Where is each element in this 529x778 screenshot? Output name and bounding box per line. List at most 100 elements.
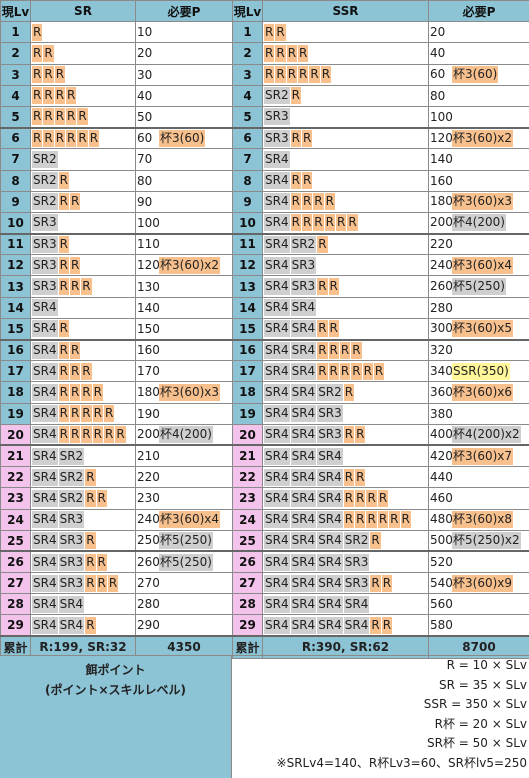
points-cell-right: 460 bbox=[428, 487, 529, 510]
total-left-sum: R:199, SR:32 bbox=[30, 635, 136, 659]
skill-token: R bbox=[69, 426, 81, 444]
points-value: 250 bbox=[137, 533, 160, 548]
footer-formulas: R = 10 × SLv SR = 35 × SLv SSR = 350 × S… bbox=[232, 656, 529, 778]
level-cell-left: 24 bbox=[0, 508, 31, 531]
skill-token: R bbox=[343, 511, 355, 529]
skill-token: SR4 bbox=[264, 532, 290, 550]
skill-token: SR4 bbox=[264, 553, 290, 571]
skill-token: R bbox=[366, 511, 377, 529]
skill-token: R bbox=[355, 426, 366, 444]
table-row: 20 SR4 R R R R R R 200杯4(200) 20 SR4 SR4 SR3 R R 400杯4(… bbox=[0, 423, 529, 446]
level-cell-left: 5 bbox=[0, 105, 31, 129]
level-cell-left: 26 bbox=[0, 550, 31, 574]
skill-token: SR4 bbox=[290, 511, 317, 529]
level-cell-right: 10 bbox=[232, 211, 263, 235]
cup-badge: 杯4(200) bbox=[159, 426, 213, 444]
level-cell-left: 17 bbox=[0, 360, 31, 383]
skill-token: R bbox=[301, 129, 313, 147]
skill-token: SR2 bbox=[32, 150, 58, 168]
level-cell-left: 23 bbox=[0, 487, 31, 510]
skill-token: R bbox=[377, 489, 389, 507]
total-right-sum: R:390, SR:62 bbox=[262, 635, 429, 659]
skill-tokens-right: SR4 SR4 SR4 R R R R bbox=[262, 487, 429, 510]
skill-tokens-right: SR3 R R bbox=[262, 126, 429, 150]
skill-token: R bbox=[400, 511, 411, 529]
skill-tokens-right: SR4 SR4 SR4 R R bbox=[262, 466, 429, 489]
table-row: 9 SR2 R R 90 9 SR4 R R R R 180杯3(60)x3 bbox=[0, 190, 529, 213]
skill-token: SR4 bbox=[264, 511, 290, 529]
points-cell-right: 420杯3(60)x7 bbox=[428, 444, 529, 468]
skill-token: R bbox=[32, 23, 43, 41]
skill-token: SR4 bbox=[264, 383, 290, 401]
points-value: 320 bbox=[430, 343, 453, 358]
points-value: 460 bbox=[430, 491, 453, 506]
skill-tokens-left: SR4 R R R R R R bbox=[30, 423, 136, 446]
points-cell-left: 50 bbox=[135, 105, 233, 129]
points-cell-right: 140 bbox=[428, 148, 529, 171]
points-cell-left: 140 bbox=[135, 296, 233, 319]
skill-token: R bbox=[58, 320, 69, 338]
skill-token: R bbox=[69, 193, 81, 211]
level-cell-left: 27 bbox=[0, 572, 31, 595]
points-cell-left: 250杯5(250) bbox=[135, 529, 233, 552]
skill-token: SR4 bbox=[32, 574, 58, 592]
skill-token: R bbox=[377, 511, 389, 529]
level-cell-left: 25 bbox=[0, 529, 31, 552]
level-cell-right: 4 bbox=[232, 84, 263, 107]
skill-token: R bbox=[85, 616, 96, 634]
skill-token: R bbox=[43, 108, 54, 126]
skill-token: R bbox=[275, 66, 286, 84]
points-cell-left: 110 bbox=[135, 232, 233, 256]
points-cell-left: 220 bbox=[135, 466, 233, 489]
points-value: 240 bbox=[137, 512, 160, 527]
skill-token: SR4 bbox=[290, 574, 317, 592]
skill-token: R bbox=[343, 383, 355, 401]
skill-token: SR3 bbox=[343, 553, 370, 571]
points-cell-left: 180杯3(60)x3 bbox=[135, 381, 233, 404]
skill-token: R bbox=[92, 426, 103, 444]
skill-token: SR2 bbox=[58, 447, 85, 465]
table-row: 25 SR4 SR3 R 250杯5(250) 25 SR4 SR4 SR4 SR2 R 500杯5(… bbox=[0, 529, 529, 552]
skill-token: R bbox=[290, 193, 301, 211]
table-row: 19 SR4 R R R R R 190 19 SR4 SR4 SR3 380 bbox=[0, 402, 529, 425]
level-cell-right: 15 bbox=[232, 317, 263, 341]
skill-token: SR3 bbox=[32, 278, 58, 296]
skill-token: SR4 bbox=[343, 595, 370, 613]
skill-token: R bbox=[58, 256, 69, 274]
points-value: 280 bbox=[137, 597, 160, 612]
level-cell-right: 24 bbox=[232, 508, 263, 531]
skill-token: SR4 bbox=[264, 278, 290, 296]
level-cell-right: 3 bbox=[232, 63, 263, 86]
points-value: 240 bbox=[430, 257, 453, 272]
skill-token: R bbox=[32, 108, 43, 126]
points-cell-right: 320 bbox=[428, 338, 529, 362]
points-cell-right: 280 bbox=[428, 296, 529, 319]
points-cell-right: 400杯4(200)x2 bbox=[428, 423, 529, 446]
skill-tokens-left: SR4 R R bbox=[30, 338, 136, 362]
points-cell-left: 30 bbox=[135, 63, 233, 86]
points-value: 160 bbox=[137, 343, 160, 358]
table-row: 24 SR4 SR3 240杯3(60)x4 24 SR4 SR4 SR4 R R R R R R 480杯… bbox=[0, 508, 529, 531]
skill-token: R bbox=[103, 405, 115, 423]
skill-token: SR3 bbox=[58, 553, 85, 571]
level-cell-left: 7 bbox=[0, 148, 31, 171]
points-cell-right: 180杯3(60)x3 bbox=[428, 190, 529, 213]
points-cell-right: 100 bbox=[428, 105, 529, 129]
skill-token: SR4 bbox=[290, 553, 317, 571]
level-cell-right: 2 bbox=[232, 42, 263, 65]
skill-token: R bbox=[264, 66, 275, 84]
points-cell-right: 160 bbox=[428, 169, 529, 192]
skill-tokens-left: SR4 SR4 R bbox=[30, 614, 136, 637]
header-ssr: SSR bbox=[262, 0, 429, 23]
level-cell-right: 19 bbox=[232, 402, 263, 425]
skill-token: R bbox=[343, 489, 355, 507]
skill-token: R bbox=[298, 44, 309, 62]
points-value: 100 bbox=[430, 109, 453, 124]
skill-token: R bbox=[43, 44, 54, 62]
skill-token: R bbox=[328, 278, 339, 296]
level-cell-right: 22 bbox=[232, 466, 263, 489]
skill-token: R bbox=[317, 362, 328, 380]
skill-token: SR4 bbox=[264, 447, 290, 465]
table-row: 7 SR2 70 7 SR4 140 bbox=[0, 148, 529, 171]
